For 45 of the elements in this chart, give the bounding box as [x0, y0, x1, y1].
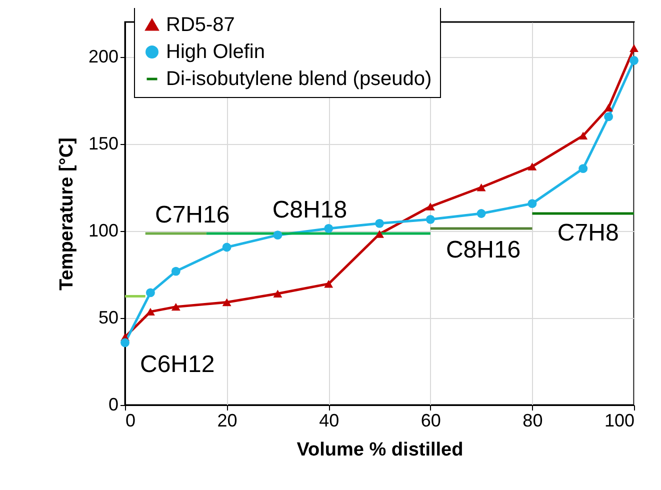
annotation: C7H8: [557, 220, 619, 246]
y-tick-label: 150: [88, 133, 118, 154]
point: [476, 184, 486, 192]
point: [324, 224, 334, 233]
point: [222, 298, 232, 306]
y-tick-label: 0: [108, 394, 118, 414]
x-tick-label: 0: [126, 410, 136, 430]
point: [146, 288, 155, 298]
x-tick-label: 80: [522, 410, 543, 430]
point: [171, 266, 180, 276]
point: [375, 230, 384, 238]
point: [120, 338, 130, 348]
y-axis-title: Temperature [°C]: [56, 138, 78, 290]
point: [630, 56, 638, 65]
point: [476, 209, 486, 218]
y-tick-label: 200: [88, 46, 118, 66]
point: [222, 242, 232, 252]
point: [578, 164, 588, 174]
point: [528, 162, 537, 170]
annotation: C6H12: [140, 351, 215, 378]
annotation: C8H16: [446, 236, 521, 264]
legend-label: High Olefin: [166, 41, 265, 63]
point: [578, 132, 588, 140]
point: [324, 280, 334, 288]
point: [426, 214, 435, 224]
x-axis-title: Volume % distilled: [296, 440, 464, 460]
legend-label: RD5-87: [166, 14, 235, 36]
x-tick-label: 100: [604, 410, 634, 430]
point: [375, 218, 384, 228]
point: [426, 202, 435, 210]
x-tick-label: 40: [319, 410, 340, 430]
x-tick-label: 20: [217, 410, 238, 430]
annotation: C8H18: [272, 196, 348, 224]
point: [604, 104, 614, 112]
point: [171, 302, 180, 311]
legend-label: Di-isobutylene blend (pseudo): [166, 68, 432, 90]
point: [528, 199, 537, 208]
point: [273, 230, 282, 240]
annotation: C7H16: [155, 202, 230, 229]
point: [273, 290, 282, 298]
y-tick-label: 50: [98, 307, 118, 328]
x-tick-label: 60: [420, 410, 441, 430]
y-tick-label: 100: [88, 220, 118, 240]
point: [630, 44, 638, 52]
point: [604, 112, 614, 122]
